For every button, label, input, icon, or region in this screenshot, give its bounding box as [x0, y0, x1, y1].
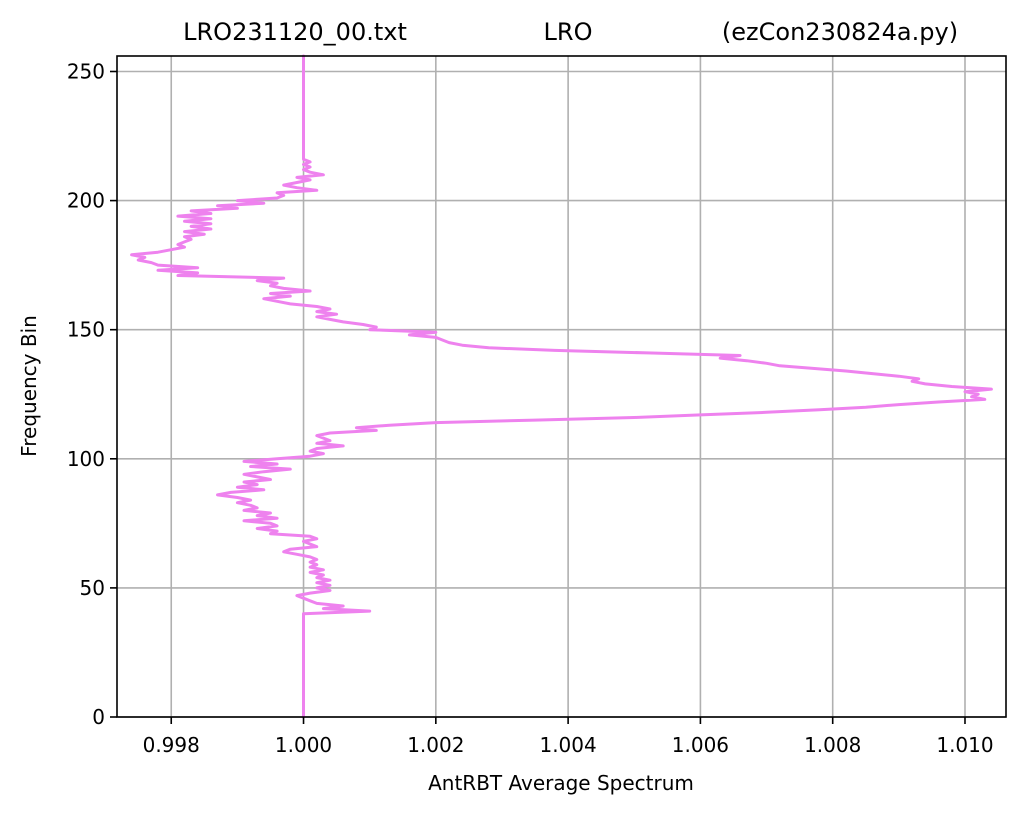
chart-title-center: LRO: [544, 18, 593, 46]
y-tick-label: 50: [80, 576, 105, 600]
grid: [117, 56, 1006, 718]
spectrum-line: [130, 54, 993, 719]
x-tick-label: 0.998: [143, 733, 200, 757]
y-tick-label: 250: [67, 59, 105, 83]
chart-title-right: (ezCon230824a.py): [722, 18, 958, 46]
y-tick-label: 0: [92, 705, 105, 729]
x-axis-label: AntRBT Average Spectrum: [428, 771, 694, 795]
y-axis-label: Frequency Bin: [17, 315, 41, 457]
plot-frame: [116, 55, 1007, 718]
y-tick-label: 150: [67, 318, 105, 342]
y-tick-label: 100: [67, 447, 105, 471]
x-tick-label: 1.004: [539, 733, 596, 757]
y-tick-label: 200: [67, 189, 105, 213]
x-tick-label: 1.006: [672, 733, 729, 757]
x-tick-label: 1.008: [804, 733, 861, 757]
x-tick-label: 1.010: [936, 733, 993, 757]
series-layer: [130, 54, 993, 719]
x-tick-label: 1.000: [275, 733, 332, 757]
x-tick-label: 1.002: [407, 733, 464, 757]
axis-ticks: 0.998 1.000 1.002 1.004 1.006 1.008 1.010 0 50 10…: [67, 59, 994, 757]
chart-title-left: LRO231120_00.txt: [183, 18, 407, 46]
